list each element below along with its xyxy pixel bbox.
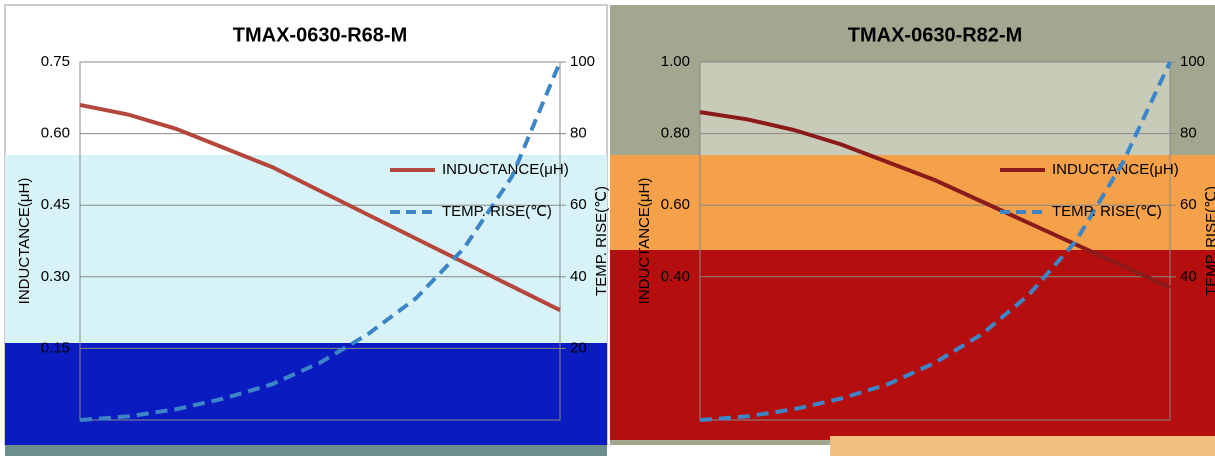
series-line [79,61,562,422]
legend-label: INDUCTANCE(μH) [1052,161,1179,178]
y-tick-label: 0.30 [41,268,70,285]
y-tick-label: 0.60 [661,196,690,213]
chart-panel: TMAX-0630-R68-M 0.15 0.30 0.45 0.60 0.75 20 40 6… [4,4,610,456]
glitch-band [5,445,607,456]
y-axis-label: INDUCTANCE(μH) [16,178,33,305]
legend-label: TEMP. RISE(℃) [1052,203,1162,220]
glitch-band [5,155,607,345]
y2-tick-label: 100 [1180,53,1205,70]
glitch-band [5,343,607,445]
y2-tick-label: 60 [1180,196,1197,213]
y2-axis-label: TEMP. RISE(℃) [593,186,610,296]
y2-tick-label: 100 [570,53,595,70]
y2-tick-label: 40 [570,268,587,285]
legend-label: INDUCTANCE(μH) [442,161,569,178]
y-tick-label: 0.15 [41,339,70,356]
y2-tick-label: 40 [1180,268,1197,285]
legend-label: TEMP. RISE(℃) [442,203,552,220]
y2-tick-label: 80 [570,125,587,142]
plot-bg [700,62,1170,155]
y-tick-label: 0.45 [41,196,70,213]
glitch-band [610,250,1215,440]
chart-panel: TMAX-0630-R82-M 0.40 0.60 0.80 1.00 40 60 80 100… [610,5,1215,456]
glitch-band [830,436,1215,456]
y2-axis-label: TEMP. RISE(℃) [1203,186,1215,296]
y-tick-label: 0.80 [661,125,690,142]
y-axis-label: INDUCTANCE(μH) [636,178,653,305]
series-line [699,61,1172,422]
y2-tick-label: 60 [570,196,587,213]
y-tick-label: 1.00 [661,53,690,70]
chart-title: TMAX-0630-R82-M [848,24,1022,46]
y-tick-label: 0.75 [41,53,70,70]
y2-tick-label: 80 [1180,125,1197,142]
y2-tick-label: 20 [570,339,587,356]
y-tick-label: 0.60 [41,125,70,142]
chart-title: TMAX-0630-R68-M [233,24,407,46]
series-line [79,102,561,313]
y-tick-label: 0.40 [661,268,690,285]
series-line [699,110,1171,290]
